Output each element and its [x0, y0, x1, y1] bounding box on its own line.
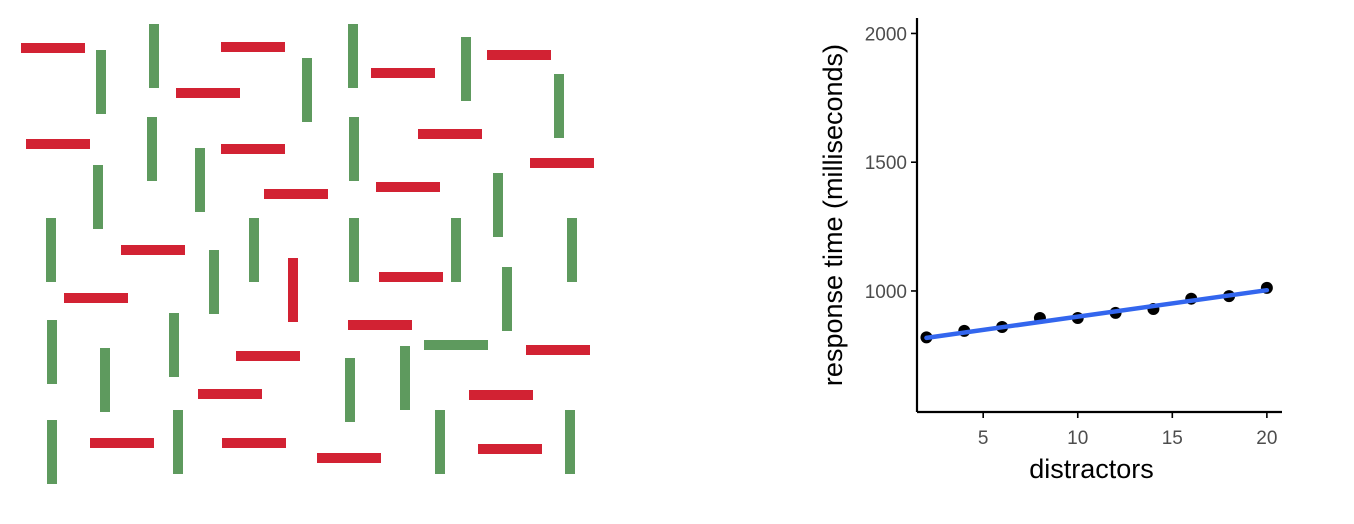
stimulus-bar-red-horizontal [530, 158, 594, 168]
stimulus-bar-green-vertical [554, 74, 564, 138]
stimulus-bar-green-vertical [46, 218, 56, 282]
visual-search-stimulus [21, 24, 594, 484]
stimulus-bar-red-horizontal [21, 43, 85, 53]
stimulus-bar-green-vertical [209, 250, 219, 314]
x-tick-label: 5 [978, 428, 989, 449]
stimulus-bar-green-vertical [348, 24, 358, 88]
stimulus-bar-red-horizontal [221, 42, 285, 52]
stimulus-bar-green-vertical [173, 410, 183, 474]
stimulus-bar-red-horizontal [526, 345, 590, 355]
stimulus-bar-green-vertical [195, 148, 205, 212]
stimulus-bar-green-vertical [100, 348, 110, 412]
stimulus-bar-green-vertical [249, 218, 259, 282]
stimulus-bar-red-horizontal [176, 88, 240, 98]
stimulus-bar-red-horizontal [198, 389, 262, 399]
stimulus-bar-green-vertical [96, 50, 106, 114]
x-axis-title: distractors [1029, 454, 1154, 484]
stimulus-bar-green-vertical [400, 346, 410, 410]
stimulus-bar-red-horizontal [376, 182, 440, 192]
stimulus-bar-green-vertical [93, 165, 103, 229]
stimulus-bar-red-vertical [288, 258, 298, 322]
stimulus-bar-red-horizontal [478, 444, 542, 454]
stimulus-bar-green-vertical [451, 218, 461, 282]
stimulus-bar-green-vertical [47, 320, 57, 384]
stimulus-bar-red-horizontal [487, 50, 551, 60]
x-tick-label: 20 [1256, 428, 1277, 449]
stimulus-bar-red-horizontal [418, 129, 482, 139]
stimulus-bar-red-horizontal [64, 293, 128, 303]
stimulus-bar-green-vertical [47, 420, 57, 484]
x-tick-label: 10 [1067, 428, 1088, 449]
stimulus-bar-green-vertical [565, 410, 575, 474]
stimulus-bar-green-vertical [169, 313, 179, 377]
y-axis-title: response time (milliseconds) [818, 44, 848, 386]
regression-line [924, 287, 1270, 341]
stimulus-bar-green-vertical [349, 117, 359, 181]
stimulus-bar-red-horizontal [236, 351, 300, 361]
stimulus-bar-red-horizontal [371, 68, 435, 78]
stimulus-bar-green-vertical [302, 58, 312, 122]
stimulus-bar-red-horizontal [379, 272, 443, 282]
y-tick-label: 1000 [865, 282, 907, 303]
stimulus-bar-red-horizontal [90, 438, 154, 448]
stimulus-bar-red-horizontal [348, 320, 412, 330]
stimulus-bar-green-vertical [502, 267, 512, 331]
stimulus-bar-red-horizontal [221, 144, 285, 154]
stimulus-bar-red-horizontal [222, 438, 286, 448]
stimulus-bar-green-vertical [567, 218, 577, 282]
stimulus-bar-green-horizontal [424, 340, 488, 350]
y-tick-label: 1500 [865, 153, 907, 174]
stimulus-bar-green-vertical [147, 117, 157, 181]
stimulus-bar-red-horizontal [121, 245, 185, 255]
response-time-chart: 1000 1500 2000 5 10 15 20 distractors response t… [818, 18, 1282, 484]
x-tick-label: 15 [1162, 428, 1183, 449]
y-tick-label: 2000 [865, 24, 907, 45]
stimulus-bar-red-horizontal [469, 390, 533, 400]
stimulus-bar-red-horizontal [317, 453, 381, 463]
stimulus-bar-green-vertical [493, 173, 503, 237]
stimulus-bar-green-vertical [461, 37, 471, 101]
stimulus-bar-green-vertical [345, 358, 355, 422]
stimulus-bar-red-horizontal [264, 189, 328, 199]
stimulus-bar-green-vertical [435, 410, 445, 474]
stimulus-bar-red-horizontal [26, 139, 90, 149]
stimulus-bar-green-vertical [349, 218, 359, 282]
stimulus-bar-green-vertical [149, 24, 159, 88]
